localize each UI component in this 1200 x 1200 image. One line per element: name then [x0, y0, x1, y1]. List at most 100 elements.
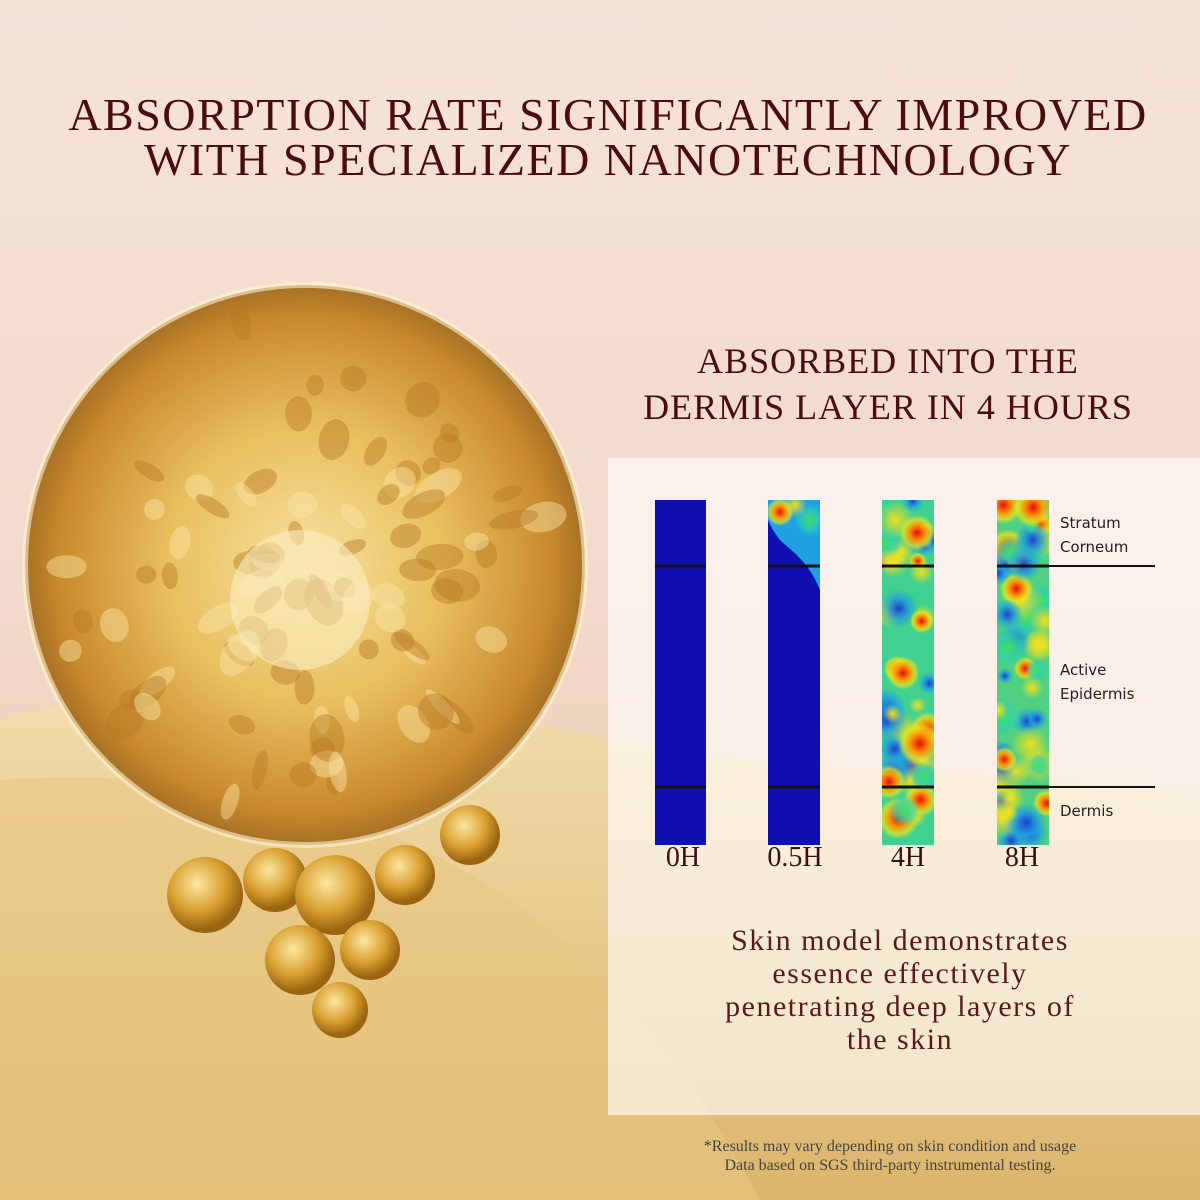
- heatmap-blob: [917, 671, 934, 695]
- cell: [389, 523, 422, 549]
- droplets: [167, 805, 500, 1038]
- cell: [416, 543, 464, 571]
- cell: [128, 676, 167, 710]
- golden-sphere: [22, 282, 588, 848]
- layer-label: Active: [1060, 661, 1106, 679]
- droplet: [312, 982, 368, 1038]
- cell: [464, 532, 490, 551]
- cell: [374, 603, 406, 633]
- cell: [224, 640, 254, 667]
- cell: [371, 583, 405, 610]
- cell: [72, 609, 93, 634]
- cell: [119, 689, 141, 711]
- heatmap-blob: [997, 626, 1030, 668]
- cell: [235, 482, 257, 507]
- heatmap-blob: [888, 795, 921, 827]
- cell: [106, 702, 144, 740]
- droplet: [295, 855, 375, 935]
- layer-label: Epidermis: [1060, 685, 1135, 703]
- cell: [134, 692, 161, 721]
- cell: [431, 578, 463, 604]
- heatmap-blob: [997, 700, 1009, 721]
- cell: [475, 626, 507, 653]
- cell: [415, 468, 462, 504]
- time-label: 0.5H: [767, 842, 822, 873]
- cell: [134, 460, 165, 482]
- heatmap-05h: [768, 500, 820, 845]
- cell: [169, 526, 191, 560]
- cell: [402, 489, 446, 519]
- caption-line: penetrating deep layers of: [725, 990, 1075, 1023]
- heatmap-blob: [882, 548, 902, 576]
- cell: [340, 365, 367, 392]
- heatmap-blob: [1000, 804, 1019, 823]
- cell: [220, 783, 240, 820]
- heatmap-blob: [898, 721, 934, 766]
- cell: [185, 474, 214, 502]
- cell: [383, 466, 416, 499]
- title-line: WITH SPECIALIZED NANOTECHNOLOGY: [144, 134, 1072, 185]
- cell: [144, 498, 165, 520]
- footnote-line: *Results may vary depending on skin cond…: [704, 1138, 1076, 1155]
- heatmap-blob: [901, 500, 924, 513]
- heatmap-blob: [1029, 605, 1049, 637]
- time-label: 4H: [891, 842, 925, 873]
- cell: [329, 751, 347, 793]
- cell: [417, 693, 454, 730]
- heatmap-blob: [882, 764, 907, 800]
- heatmap-blob: [1014, 521, 1049, 559]
- cell: [434, 568, 481, 602]
- heatmap-blob: [882, 704, 903, 724]
- cell: [251, 750, 268, 790]
- heatmap-blob: [997, 599, 1023, 630]
- cell: [395, 460, 421, 486]
- heatmap-blob: [1020, 676, 1044, 699]
- cell: [340, 503, 366, 530]
- cell: [197, 602, 239, 634]
- cell: [318, 419, 350, 461]
- droplet: [167, 857, 243, 933]
- heatmap-blob: [886, 656, 920, 690]
- layer-labels: Stratum Corneum Active Epidermis Dermis: [1060, 514, 1135, 820]
- cell: [314, 706, 330, 734]
- cell: [475, 540, 497, 569]
- cell: [309, 750, 344, 778]
- subtitle-line: DERMIS LAYER IN 4 HOURS: [643, 387, 1133, 427]
- cell: [228, 714, 256, 735]
- droplet: [375, 845, 435, 905]
- heatmap-blob: [1023, 628, 1049, 663]
- heatmap-blobs: [882, 500, 934, 840]
- cell: [309, 737, 335, 760]
- cell: [99, 608, 129, 643]
- cell: [400, 642, 426, 665]
- cell: [161, 562, 179, 590]
- footnote: *Results may vary depending on skin cond…: [704, 1138, 1076, 1174]
- droplet: [265, 925, 335, 995]
- cell: [46, 555, 87, 579]
- cell: [358, 639, 379, 660]
- heatmap-blob: [882, 588, 919, 629]
- cell: [140, 666, 176, 697]
- heatmap-blob: [1027, 753, 1049, 777]
- subtitle-line: ABSORBED INTO THE: [697, 341, 1079, 381]
- sphere-core: [230, 530, 370, 670]
- heatmap-blob: [1025, 658, 1049, 682]
- caption: Skin model demonstrates essence effectiv…: [725, 924, 1075, 1056]
- cell: [326, 773, 340, 796]
- cell: [306, 374, 324, 396]
- heatmap-blobs: [997, 500, 1049, 845]
- cell: [425, 689, 460, 724]
- cell: [394, 631, 430, 661]
- droplet: [440, 805, 500, 865]
- cell: [397, 705, 431, 743]
- cell: [136, 565, 157, 584]
- heatmap-blob: [909, 696, 927, 714]
- cell: [422, 457, 441, 475]
- cell: [230, 303, 252, 341]
- footnote-line: Data based on SGS third-party instrument…: [724, 1157, 1055, 1174]
- time-label: 8H: [1005, 842, 1039, 873]
- layer-label: Corneum: [1060, 538, 1128, 556]
- heatmap-blob: [898, 514, 934, 552]
- cell: [294, 670, 315, 705]
